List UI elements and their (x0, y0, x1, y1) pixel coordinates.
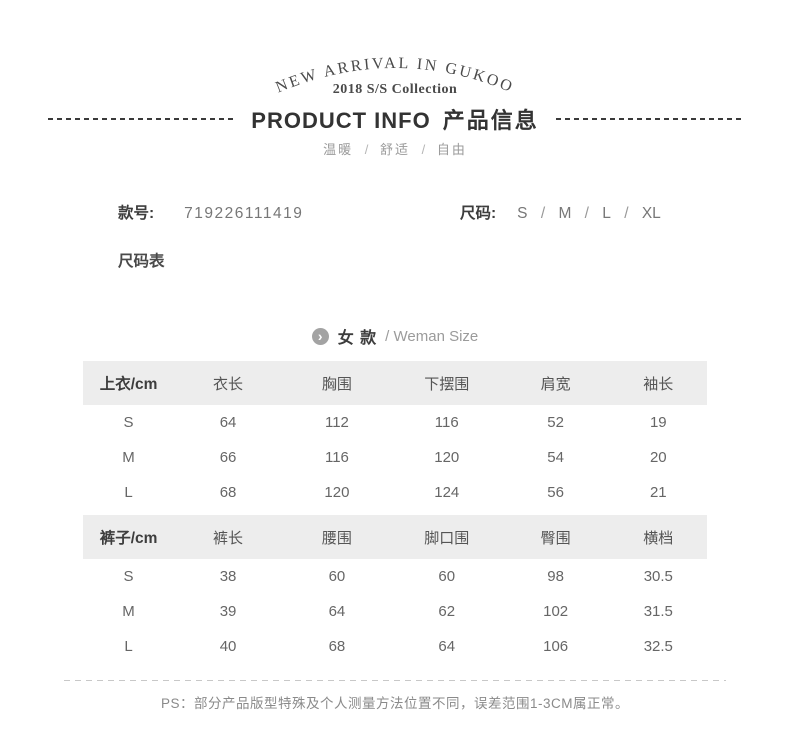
measurement-cell: 112 (324, 414, 349, 431)
title-dash-left (48, 118, 235, 120)
measurement-cell: 66 (219, 449, 237, 466)
table-column-header: 胸围 (282, 361, 392, 405)
measurement-cell: 56 (547, 484, 564, 501)
gender-heading: › 女 款 / Weman Size (0, 325, 790, 347)
measurement-cell: 102 (543, 603, 569, 620)
list-item: 舒适 (379, 142, 410, 157)
title-dash-right (555, 118, 742, 120)
size-label-cell: S (123, 568, 134, 585)
ps-note: PS：部分产品版型特殊及个人测量方法位置不同，误差范围1-3CM属正常。 (160, 696, 629, 711)
gender-heading-en: / Weman Size (385, 327, 479, 345)
list-item: L (602, 205, 611, 222)
measurement-cell: 64 (438, 638, 456, 655)
brand-arc-wrap: NEW ARRIVAL IN GUKOO (0, 0, 790, 96)
measurement-cell: 60 (328, 568, 346, 585)
measurement-cell: 31.5 (643, 603, 673, 620)
page-title-zh: 产品信息 (442, 108, 539, 133)
table-row: M 66 116 120 54 20 (83, 440, 707, 475)
table-column-header: 裤长 (174, 515, 283, 559)
table-row: L 68 120 124 56 21 (83, 475, 707, 510)
measurement-cell: 60 (438, 568, 456, 585)
list-item: 自由 (436, 142, 467, 157)
table-column-header: 下摆围 (391, 361, 502, 405)
style-number-group: 款号: 719226111419 (118, 201, 303, 223)
table-column-header: 臀围 (501, 515, 610, 559)
measurement-cell: 116 (324, 449, 349, 466)
table-column-header: 腰围 (282, 515, 392, 559)
measurement-cell: 20 (649, 449, 667, 466)
measurement-cell: 54 (547, 449, 564, 466)
measurement-cell: 32.5 (643, 638, 673, 655)
table-category-header: 裤子/cm (83, 515, 175, 559)
table-header-row: 裤子/cm 裤长 腰围 脚口围 臀围 横档 (83, 515, 707, 559)
table-column-header: 脚口围 (391, 515, 502, 559)
page-title-en: PRODUCT INFO (251, 108, 431, 133)
measurement-cell: 64 (219, 414, 237, 431)
measurement-cell: 68 (328, 638, 346, 655)
table-row: S 38 60 60 98 30.5 (83, 559, 707, 594)
measurement-cell: 98 (547, 568, 564, 585)
product-info-row: 款号: 719226111419 尺码: S / M / L / XL (0, 201, 790, 223)
separator: / (536, 205, 550, 222)
style-number-value: 719226111419 (184, 205, 304, 222)
size-label-cell: S (123, 414, 134, 431)
list-item: XL (641, 205, 661, 222)
size-options-group: 尺码: S / M / L / XL (460, 201, 670, 223)
page-title: PRODUCT INFO 产品信息 (251, 103, 538, 135)
separator: / (361, 142, 372, 157)
table-header-row: 上衣/cm 衣长 胸围 下摆围 肩宽 袖长 (83, 361, 707, 405)
table-column-header: 横档 (609, 515, 707, 559)
dashed-divider (64, 680, 726, 681)
size-label-cell: L (124, 638, 133, 655)
measurement-cell: 106 (543, 638, 569, 655)
measurement-cell: 68 (219, 484, 237, 501)
chevron-right-icon: › (311, 327, 329, 345)
list-item: S (517, 205, 528, 222)
table-category-header: 上衣/cm (83, 361, 175, 405)
list-item: M (558, 205, 572, 222)
collection-subtitle: 2018 S/S Collection (332, 82, 458, 97)
measurement-cell: 30.5 (643, 568, 673, 585)
separator: / (418, 142, 429, 157)
table-row: S 64 112 116 52 19 (83, 405, 707, 440)
tagline: 温暖 / 舒适 / 自由 (0, 139, 790, 157)
measurement-cell: 21 (649, 484, 667, 501)
measurement-cell: 39 (219, 603, 237, 620)
separator: / (619, 205, 633, 222)
table-row: L 40 68 64 106 32.5 (83, 629, 707, 664)
size-label-cell: L (124, 484, 133, 501)
measurement-cell: 38 (219, 568, 237, 585)
measurement-cell: 40 (219, 638, 237, 655)
brand-arc-graphic: NEW ARRIVAL IN GUKOO (273, 55, 514, 96)
table-column-header: 肩宽 (501, 361, 610, 405)
size-label-cell: M (122, 603, 135, 620)
table-column-header: 衣长 (174, 361, 283, 405)
size-chart-heading: 尺码表 (118, 253, 165, 270)
gender-heading-zh: 女 款 (337, 330, 378, 347)
list-item: 温暖 (323, 142, 354, 157)
section-title-row: PRODUCT INFO 产品信息 (0, 103, 790, 135)
style-number-label: 款号: (118, 205, 155, 222)
measurement-cell: 124 (434, 484, 460, 501)
measurement-cell: 120 (434, 449, 460, 466)
size-label-cell: M (122, 449, 135, 466)
measurement-cell: 64 (328, 603, 346, 620)
measurement-cell: 52 (547, 414, 564, 431)
table-column-header: 袖长 (609, 361, 707, 405)
measurement-cell: 19 (649, 414, 667, 431)
separator: / (580, 205, 594, 222)
size-options-label: 尺码: (460, 205, 497, 222)
measurement-cell: 62 (438, 603, 456, 620)
measurement-cell: 120 (324, 484, 350, 501)
size-options: S / M / L / XL (508, 205, 670, 222)
pants-size-table: 裤子/cm 裤长 腰围 脚口围 臀围 横档 S 38 60 60 98 30.5 M 39 64 62 102… (83, 515, 707, 664)
table-row: M 39 64 62 102 31.5 (83, 594, 707, 629)
measurement-cell: 116 (434, 414, 459, 431)
tops-size-table: 上衣/cm 衣长 胸围 下摆围 肩宽 袖长 S 64 112 116 52 19 M 66 116 120 5… (83, 361, 707, 510)
